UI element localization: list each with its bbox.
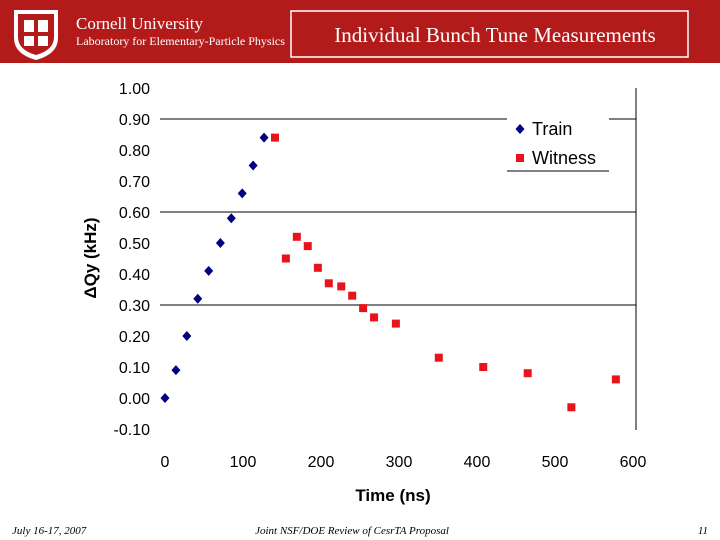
y-tick-label: 0.50 xyxy=(119,236,150,253)
footer-event: Joint NSF/DOE Review of CesrTA Proposal xyxy=(255,525,449,537)
point xyxy=(171,365,181,376)
point xyxy=(359,304,368,313)
footer-page: 11 xyxy=(698,525,708,537)
point xyxy=(434,353,443,362)
university: Cornell University xyxy=(76,14,204,33)
point xyxy=(303,242,312,251)
legend-label: Train xyxy=(532,119,572,139)
point xyxy=(259,132,269,143)
x-tick-label: 100 xyxy=(230,454,257,471)
point xyxy=(324,279,333,288)
point xyxy=(215,238,225,248)
point xyxy=(313,263,322,272)
point xyxy=(479,363,488,371)
title-box xyxy=(290,10,689,58)
point xyxy=(348,291,357,300)
y-tick-label: 0.90 xyxy=(119,112,150,129)
x-tick-label: 600 xyxy=(620,454,647,471)
y-tick-label: 0.20 xyxy=(119,329,150,346)
x-axis-label: Time (ns) xyxy=(355,486,430,505)
y-tick-label: 0.10 xyxy=(119,360,150,377)
point xyxy=(523,369,532,378)
x-tick-label: 300 xyxy=(386,454,413,471)
point xyxy=(182,331,192,341)
point xyxy=(226,213,236,224)
logo xyxy=(14,10,58,60)
y-tick-label: -0.10 xyxy=(114,422,151,439)
point xyxy=(237,188,247,199)
y-tick-label: 0.40 xyxy=(119,267,150,284)
point xyxy=(611,375,620,384)
legend-marker xyxy=(516,154,524,162)
y-tick-label: 0.70 xyxy=(119,174,150,191)
point xyxy=(248,160,258,171)
legend-label: Witness xyxy=(532,148,596,168)
point xyxy=(337,282,346,291)
point xyxy=(204,265,214,276)
footer-date: July 16-17, 2007 xyxy=(12,525,87,537)
point xyxy=(160,393,170,403)
y-axis-label: ΔQy (kHz) xyxy=(81,217,100,298)
x-tick-label: 200 xyxy=(308,454,335,471)
point xyxy=(281,254,290,263)
x-tick-label: 0 xyxy=(161,454,170,471)
point xyxy=(270,133,279,142)
y-tick-label: 0.80 xyxy=(119,143,150,160)
legend-marker xyxy=(515,124,525,134)
y-tick-label: 1.00 xyxy=(119,81,150,98)
lab: Laboratory for Elementary-Particle Physi… xyxy=(76,34,285,48)
slide-title: Individual Bunch Tune Measurements xyxy=(334,23,655,47)
x-tick-label: 500 xyxy=(542,454,569,471)
point xyxy=(567,403,576,412)
point xyxy=(292,232,301,241)
x-tick-label: 400 xyxy=(464,454,491,471)
y-tick-label: 0.00 xyxy=(119,391,150,408)
point xyxy=(391,319,400,328)
y-tick-label: 0.30 xyxy=(119,298,150,315)
y-tick-label: 0.60 xyxy=(119,205,150,222)
point xyxy=(370,313,379,322)
point xyxy=(193,293,203,304)
